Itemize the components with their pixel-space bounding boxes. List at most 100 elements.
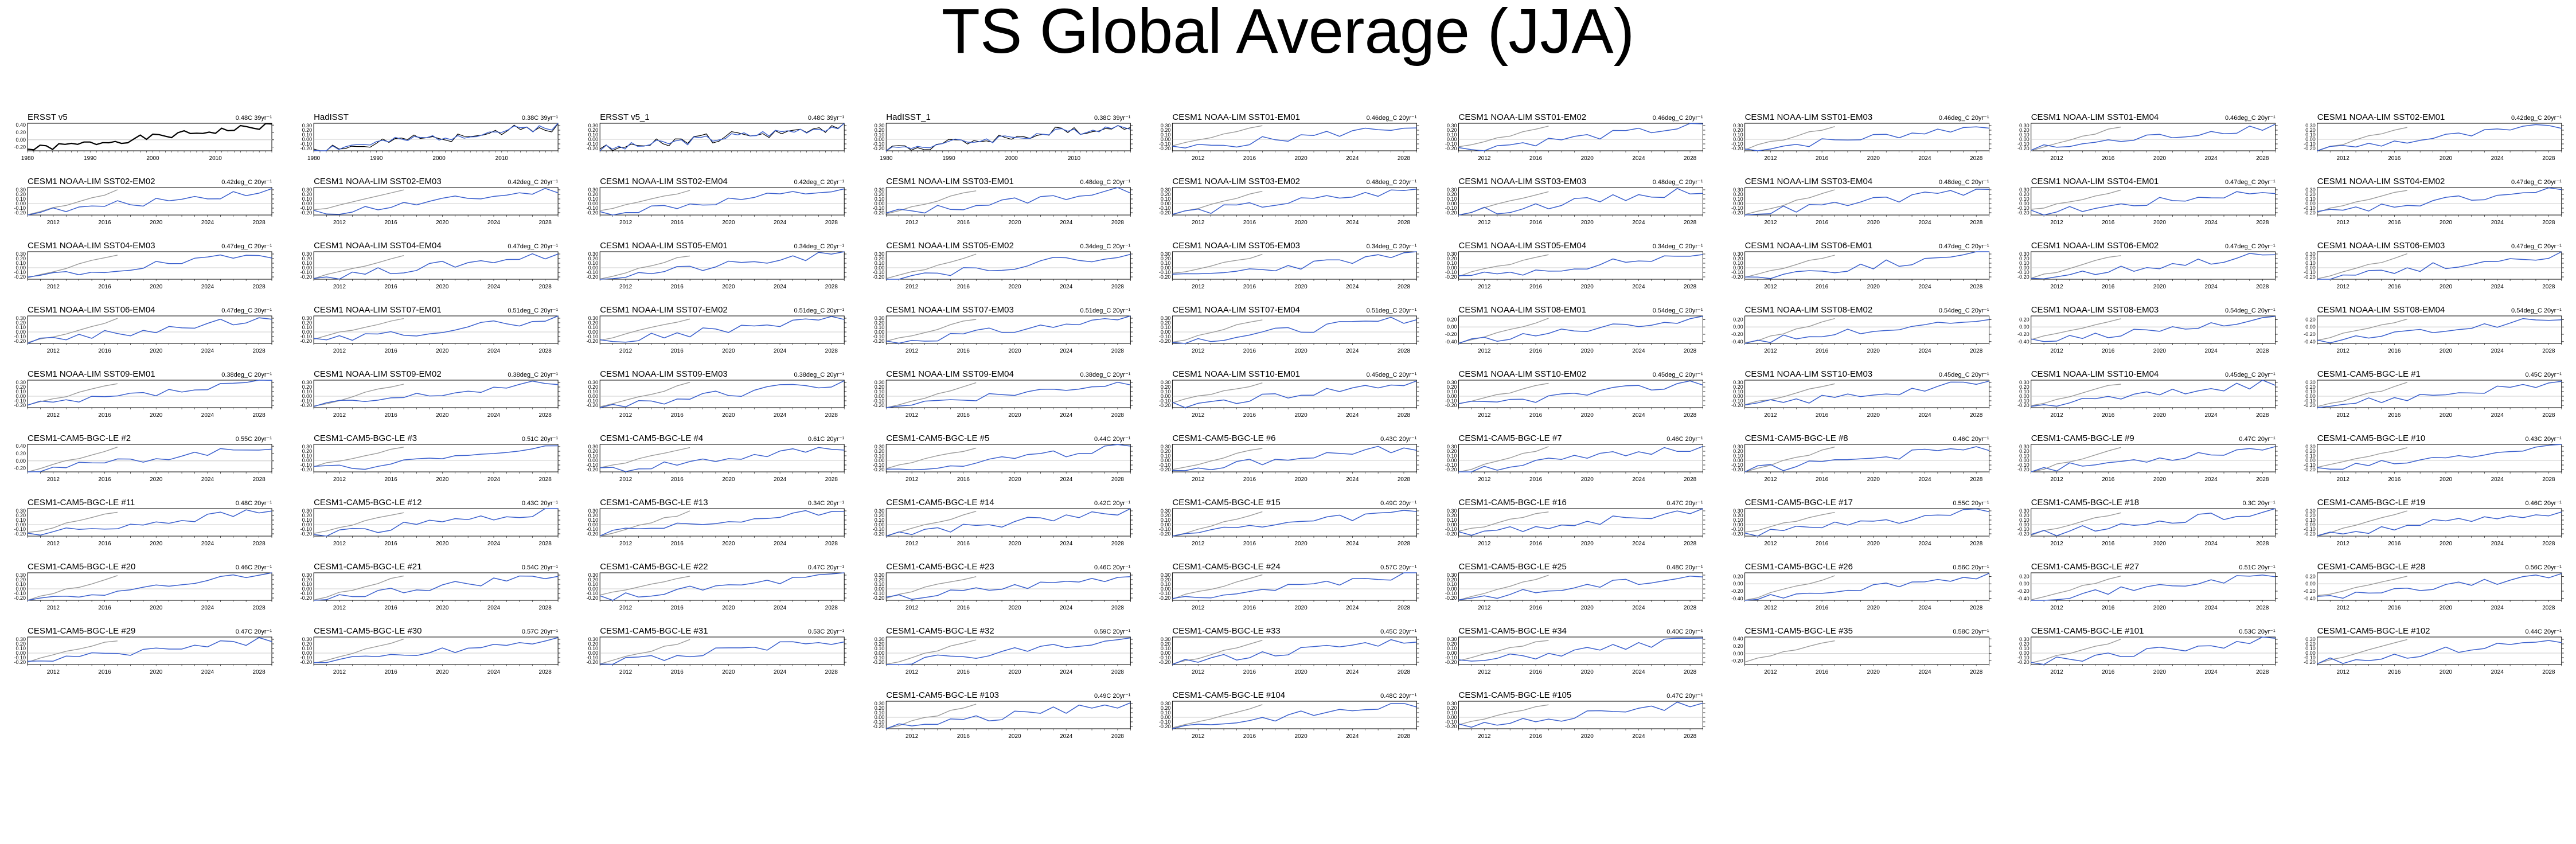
y-tick-label: 0.00 bbox=[1447, 136, 1457, 142]
panel-trend: 0.38C 39yr⁻¹ bbox=[522, 115, 559, 122]
panel-title: CESM1 NOAA-LIM SST03-EM03 bbox=[1459, 177, 1587, 186]
panel: CESM1 NOAA-LIM SST07-EM01 0.51deg_C 20yr⁻… bbox=[300, 305, 561, 354]
y-tick-label: 0.00 bbox=[1161, 714, 1171, 720]
reference-series bbox=[1744, 126, 1835, 151]
y-tick-label: -0.10 bbox=[14, 334, 26, 339]
reference-series bbox=[1744, 189, 1835, 215]
panel-title: CESM1 NOAA-LIM SST09-EM02 bbox=[314, 369, 442, 379]
ensemble-series bbox=[314, 508, 559, 537]
panel: CESM1-CAM5-BGC-LE #19 0.46C 20yr⁻¹ 0.300.2… bbox=[2304, 498, 2564, 547]
y-tick-label: 0.00 bbox=[875, 650, 885, 656]
y-tick-label: 0.10 bbox=[1447, 710, 1457, 716]
plot-frame bbox=[599, 444, 845, 472]
y-tick-label: -0.20 bbox=[873, 403, 885, 408]
x-tick-label: 2028 bbox=[1398, 220, 1411, 226]
x-tick-label: 2012 bbox=[47, 284, 60, 290]
panel-title: CESM1-CAM5-BGC-LE #25 bbox=[1459, 562, 1567, 572]
x-tick-label: 2016 bbox=[385, 284, 398, 290]
ensemble-series bbox=[599, 572, 845, 601]
panel-title: CESM1 NOAA-LIM SST06-EM04 bbox=[28, 305, 155, 315]
y-tick-label: -0.20 bbox=[2017, 531, 2029, 537]
y-tick-label: -0.10 bbox=[2017, 269, 2029, 275]
ensemble-series bbox=[1744, 189, 1989, 216]
y-tick-label: 0.00 bbox=[588, 136, 599, 142]
x-tick-label: 1980 bbox=[880, 155, 893, 162]
x-tick-label: 2024 bbox=[1060, 476, 1073, 483]
x-tick-label: 2024 bbox=[2204, 220, 2218, 226]
panel: CESM1-CAM5-BGC-LE #105 0.47C 20yr⁻¹0.300.… bbox=[1445, 690, 1705, 740]
y-tick-label: -0.20 bbox=[300, 467, 313, 472]
x-tick-label: 2028 bbox=[1111, 284, 1125, 290]
panel: CESM1 NOAA-LIM SST04-EM01 0.47deg_C 20yr⁻… bbox=[2017, 177, 2278, 226]
panel-trend: 0.48C 20yr⁻¹ bbox=[1380, 693, 1417, 700]
ensemble-series bbox=[2317, 640, 2562, 665]
y-tick-label: 0.30 bbox=[1447, 444, 1457, 450]
x-tick-label: 2020 bbox=[1867, 155, 1880, 162]
plot-frame bbox=[1458, 701, 1703, 729]
y-tick-label: 0.30 bbox=[1161, 315, 1171, 321]
reference-series bbox=[600, 576, 690, 596]
x-tick-label: 2020 bbox=[1294, 605, 1307, 611]
y-tick-label: 0.30 bbox=[1161, 251, 1171, 257]
plot-frame bbox=[1744, 508, 1990, 537]
panel: CESM1-CAM5-BGC-LE #14 0.42C 20yr⁻¹ 0.300.2… bbox=[873, 498, 1133, 547]
x-tick-label: 2012 bbox=[2050, 155, 2063, 162]
panel: CESM1 NOAA-LIM SST05-EM03 0.34deg_C 20yr⁻… bbox=[1159, 241, 1419, 290]
x-tick-label: 2028 bbox=[2542, 476, 2555, 483]
y-tick-label: -0.40 bbox=[2017, 596, 2029, 601]
x-tick-label: 2016 bbox=[98, 220, 111, 226]
y-tick-label: -0.20 bbox=[14, 144, 26, 150]
reference-series bbox=[27, 511, 118, 533]
ensemble-series bbox=[314, 575, 559, 601]
x-tick-label: 2028 bbox=[825, 284, 838, 290]
panel-trend: 0.53C 20yr⁻¹ bbox=[808, 628, 845, 635]
plot-frame bbox=[27, 315, 272, 344]
panel: CESM1-CAM5-BGC-LE #16 0.47C 20yr⁻¹ 0.300.2… bbox=[1445, 498, 1705, 547]
y-tick-label: -0.10 bbox=[14, 398, 26, 404]
panel: CESM1 NOAA-LIM SST04-EM03 0.47deg_C 20yr⁻… bbox=[14, 241, 274, 290]
panel-title: CESM1-CAM5-BGC-LE #14 bbox=[886, 498, 994, 507]
y-tick-label: 0.20 bbox=[588, 320, 599, 326]
x-tick-label: 2020 bbox=[1867, 476, 1880, 483]
reference-series bbox=[27, 640, 118, 663]
panel: CESM1 NOAA-LIM SST10-EM04 0.45deg_C 20yr⁻… bbox=[2017, 369, 2278, 419]
reference-series bbox=[313, 512, 404, 534]
y-tick-label: -0.20 bbox=[873, 274, 885, 280]
x-tick-label: 2024 bbox=[1918, 605, 1931, 611]
y-tick-label: 0.20 bbox=[1161, 513, 1171, 518]
y-tick-label: 0.30 bbox=[2305, 380, 2316, 385]
x-tick-label: 2020 bbox=[436, 476, 449, 483]
y-tick-label: 0.10 bbox=[2019, 453, 2029, 459]
y-tick-label: -0.20 bbox=[2017, 210, 2029, 216]
y-tick-label: 0.20 bbox=[302, 577, 313, 583]
x-tick-label: 2024 bbox=[487, 669, 501, 675]
y-tick-label: 0.30 bbox=[1733, 251, 1743, 257]
x-tick-label: 2012 bbox=[333, 220, 346, 226]
y-tick-label: 0.10 bbox=[588, 453, 599, 459]
panel: CESM1-CAM5-BGC-LE #17 0.55C 20yr⁻¹ 0.300.2… bbox=[1731, 498, 1992, 547]
reference-series bbox=[27, 383, 118, 406]
y-tick-label: -0.20 bbox=[1445, 467, 1457, 472]
ensemble-series bbox=[2317, 444, 2562, 470]
x-tick-label: 2024 bbox=[487, 284, 501, 290]
ensemble-series bbox=[599, 510, 845, 537]
panel-trend: 0.45C 20yr⁻¹ bbox=[1380, 628, 1417, 635]
ensemble-series bbox=[1458, 575, 1703, 600]
x-tick-label: 2028 bbox=[1111, 733, 1125, 740]
x-tick-label: 2012 bbox=[333, 284, 346, 290]
y-tick-label: -0.20 bbox=[1445, 595, 1457, 601]
y-tick-label: 0.20 bbox=[1161, 320, 1171, 326]
x-tick-label: 2020 bbox=[2153, 476, 2167, 483]
x-tick-label: 2016 bbox=[1529, 348, 1543, 354]
x-tick-label: 2028 bbox=[1111, 220, 1125, 226]
x-tick-label: 2028 bbox=[1111, 348, 1125, 354]
y-tick-label: 0.10 bbox=[302, 517, 313, 523]
plot-frame bbox=[313, 572, 559, 601]
plot-frame bbox=[2317, 508, 2562, 537]
y-tick-label: -0.10 bbox=[300, 526, 313, 532]
x-tick-label: 2016 bbox=[98, 669, 111, 675]
x-tick-label: 2024 bbox=[201, 412, 214, 419]
x-tick-label: 2024 bbox=[1632, 733, 1645, 740]
panel: CESM1-CAM5-BGC-LE #26 0.56C 20yr⁻¹ 0.20 0.0… bbox=[1731, 562, 1992, 611]
y-tick-label: 0.00 bbox=[1733, 324, 1743, 330]
